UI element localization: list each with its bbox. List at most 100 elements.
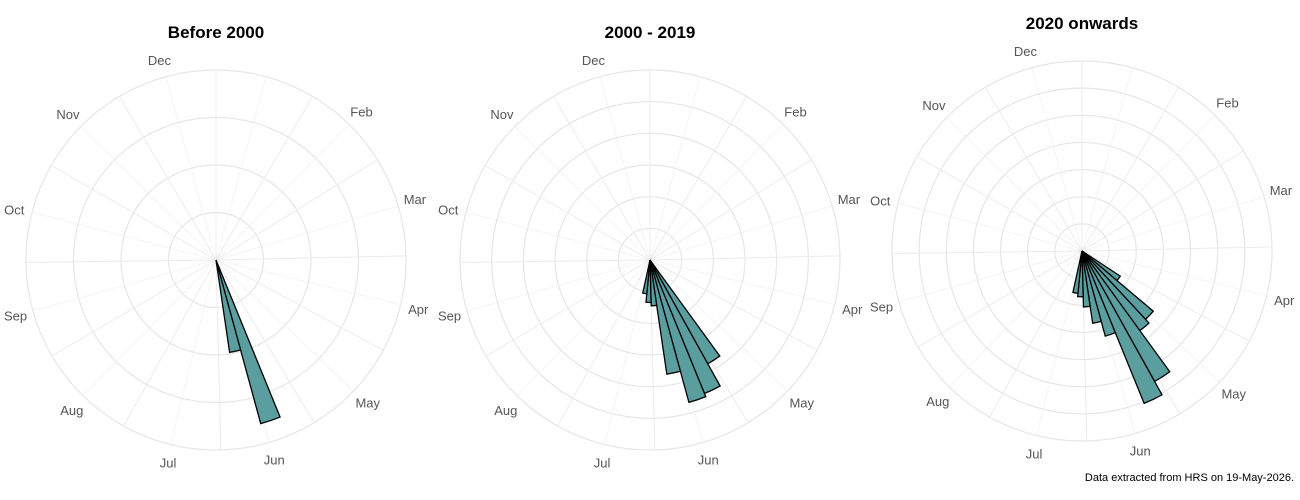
- chart-title: 2000 - 2019: [605, 23, 696, 42]
- grid-spoke-minor: [649, 123, 784, 261]
- grid-spoke: [215, 96, 314, 261]
- grid-spoke-minor: [1081, 250, 1267, 297]
- polar-bar-wedge: [649, 259, 658, 307]
- grid-spoke-minor: [31, 211, 217, 261]
- month-label-feb: Feb: [1216, 95, 1238, 110]
- polar-bar-wedge: [215, 259, 242, 354]
- grid-spoke-minor: [465, 211, 651, 261]
- grid-spoke-minor: [604, 259, 651, 445]
- grid-spoke: [649, 255, 840, 261]
- grid-spoke: [1081, 246, 1272, 252]
- grid-spoke-minor: [1081, 67, 1133, 252]
- polar-bar-wedge: [649, 259, 707, 404]
- polar-bar-wedge: [1072, 250, 1083, 294]
- month-label-nov: Nov: [56, 107, 80, 122]
- month-label-nov: Nov: [922, 98, 946, 113]
- grid-spoke-minor: [466, 259, 651, 312]
- grid-spoke: [460, 259, 651, 263]
- month-label-aug: Aug: [926, 394, 949, 409]
- grid-spoke: [552, 96, 651, 261]
- grid-spoke-minor: [215, 76, 267, 261]
- polar-chart-1: Before 2000 Feb Mar Apr May Jun Jul Aug Sep Oct No…: [4, 23, 429, 470]
- grid-spoke: [215, 259, 315, 423]
- grid-spoke-minor: [215, 259, 354, 392]
- grid-spoke-minor: [32, 259, 217, 312]
- grid-spoke: [215, 255, 406, 261]
- grid-spoke: [892, 250, 1083, 254]
- month-label-dec: Dec: [1014, 44, 1038, 59]
- grid-spoke: [26, 259, 217, 263]
- grid-spoke-minor: [170, 259, 217, 445]
- grid-spoke-minor: [1031, 67, 1083, 252]
- month-label-oct: Oct: [438, 202, 459, 217]
- grid-spoke: [984, 87, 1083, 252]
- polar-bar-wedge: [1081, 250, 1163, 405]
- grid-spoke-minor: [898, 250, 1083, 303]
- grid-spoke: [123, 259, 217, 427]
- grid-spoke: [484, 165, 651, 261]
- polar-chart-3: 2020 onwards Dec Feb Mar Apr May Jun Jul Aug Sep O…: [870, 14, 1295, 461]
- grid-spoke-minor: [1081, 196, 1265, 252]
- grid-spoke: [215, 259, 222, 450]
- grid-spoke-minor: [516, 259, 651, 397]
- grid-spoke-minor: [649, 205, 833, 261]
- month-label-jul: Jul: [1026, 446, 1043, 461]
- grid-spoke-minor: [1036, 250, 1083, 436]
- month-label-apr: Apr: [1274, 293, 1295, 308]
- polar-bar-wedge: [1081, 250, 1103, 324]
- month-label-apr: Apr: [842, 302, 863, 317]
- grid-spoke: [916, 156, 1083, 252]
- grid-spoke: [118, 96, 217, 261]
- grid-spoke-minor: [897, 202, 1083, 252]
- grid-spoke: [50, 165, 217, 261]
- polar-chart-2: 2000 - 2019 Dec Feb Mar Apr May Jun Jul Aug Sep Oc…: [438, 23, 863, 470]
- grid-spoke-minor: [514, 126, 651, 261]
- month-label-feb: Feb: [350, 104, 372, 119]
- grid-spoke: [1081, 87, 1180, 252]
- month-label-sep: Sep: [870, 300, 893, 315]
- month-label-may: May: [355, 395, 380, 410]
- grid-spoke: [917, 250, 1083, 348]
- grid-spoke-minor: [599, 76, 651, 261]
- grid-spoke-minor: [82, 259, 217, 397]
- month-label-may: May: [1221, 386, 1246, 401]
- grid-spoke: [989, 250, 1083, 418]
- grid-spoke: [649, 96, 748, 261]
- grid-spoke-minor: [649, 76, 701, 261]
- month-label-aug: Aug: [494, 403, 517, 418]
- grid-spoke-minor: [948, 250, 1083, 388]
- chart-title: Before 2000: [168, 23, 264, 42]
- month-label-jun: Jun: [264, 453, 285, 468]
- month-label-jul: Jul: [594, 455, 611, 470]
- grid-spoke: [649, 159, 812, 261]
- polar-bar-wedge: [1081, 250, 1091, 308]
- grid-spoke-minor: [215, 205, 399, 261]
- grid-spoke: [557, 259, 651, 427]
- month-label-feb: Feb: [784, 104, 806, 119]
- month-label-oct: Oct: [870, 193, 891, 208]
- month-label-aug: Aug: [60, 403, 83, 418]
- grid-spoke-minor: [1081, 114, 1216, 252]
- polar-bar-wedge: [641, 259, 651, 295]
- month-label-mar: Mar: [1270, 183, 1293, 198]
- grid-spoke-minor: [80, 126, 217, 261]
- grid-spoke: [215, 159, 378, 261]
- month-label-jun: Jun: [698, 453, 719, 468]
- grid-spoke-minor: [215, 259, 401, 306]
- month-label-sep: Sep: [438, 309, 461, 324]
- month-label-apr: Apr: [408, 302, 429, 317]
- grid-spoke-minor: [215, 123, 350, 261]
- grid-spoke-minor: [649, 259, 835, 306]
- polar-bar-wedge: [1081, 250, 1117, 337]
- polar-bar-wedge: [649, 259, 682, 375]
- chart-title: 2020 onwards: [1026, 14, 1138, 33]
- grid-spoke: [485, 259, 651, 357]
- month-label-mar: Mar: [838, 192, 861, 207]
- grid-spoke: [1081, 150, 1244, 252]
- month-label-sep: Sep: [4, 309, 27, 324]
- month-label-may: May: [789, 395, 814, 410]
- month-label-nov: Nov: [490, 107, 514, 122]
- month-label-oct: Oct: [4, 202, 25, 217]
- month-label-dec: Dec: [582, 53, 606, 68]
